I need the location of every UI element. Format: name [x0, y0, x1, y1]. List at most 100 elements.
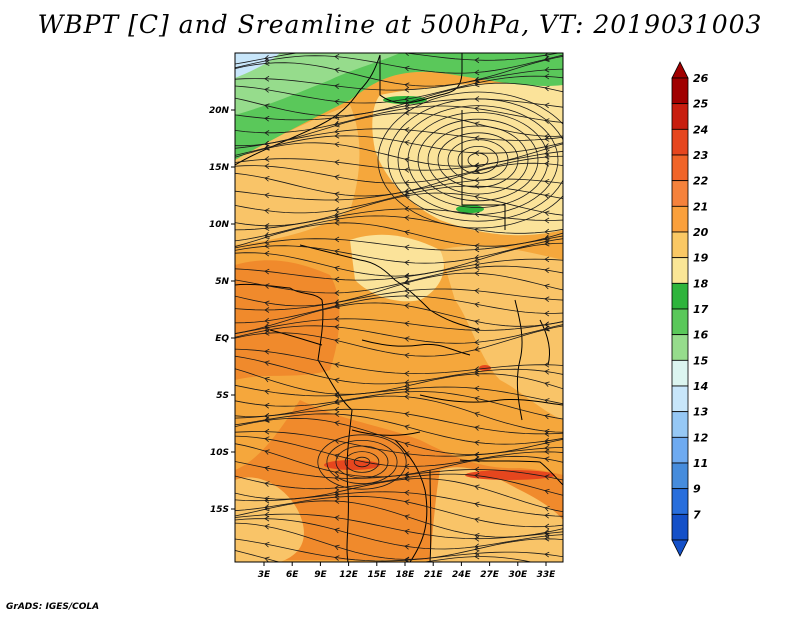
streamline-arrow: [264, 130, 270, 136]
colorbar-segment: [671, 231, 689, 259]
streamline-arrow: [334, 219, 340, 226]
anticyclone-contour: [377, 91, 563, 229]
streamline-arrow: [334, 420, 340, 426]
vortex-contour: [344, 451, 380, 473]
wbpt-light-east: [440, 245, 563, 420]
streamline-arrow: [404, 393, 410, 400]
streamline-arrow: [334, 128, 340, 135]
streamline-arrow: [334, 67, 340, 74]
anticyclone-contour: [387, 98, 563, 222]
streamline: [235, 395, 563, 433]
streamline-arrow: [264, 324, 270, 331]
streamline-arrow: [544, 240, 550, 247]
colorbar-label: 15: [693, 354, 709, 367]
streamline-arrow: [334, 470, 340, 476]
latitude-axis: 20N 15N 10N 5N EQ 5S 10S 15S: [209, 106, 235, 515]
streamline: [235, 522, 563, 560]
streamline-arrow: [404, 544, 410, 550]
colorbar-label: 25: [693, 98, 709, 111]
streamline-arrow: [544, 523, 550, 530]
streamline: [235, 513, 563, 540]
streamline: [235, 238, 563, 264]
streamline-arrow: [264, 250, 270, 257]
colorbar-segment: [671, 128, 689, 156]
colorbar-segment: [671, 77, 689, 105]
colorbar-label: 20: [693, 226, 709, 239]
streamline-arrow: [334, 236, 340, 243]
streamline-arrow: [334, 248, 340, 255]
streamline-arrow: [264, 497, 270, 504]
streamline-arrow: [334, 324, 340, 330]
lat-tick-label: 20N: [209, 106, 230, 116]
anticyclone-contour: [427, 125, 529, 195]
colorbar-label: 26: [693, 72, 709, 85]
streamline-arrow: [264, 511, 270, 518]
streamline-arrow: [264, 327, 270, 333]
streamline: [235, 53, 561, 65]
streamline-arrow: [474, 261, 480, 267]
streamline: [235, 348, 563, 375]
colorbar-segment: [671, 334, 689, 361]
streamline-arrow: [404, 273, 410, 280]
streamline-arrow: [334, 391, 340, 398]
map-frame: [234, 52, 564, 563]
lat-tick-label: 15N: [209, 163, 230, 173]
streamline-arrow: [404, 272, 410, 279]
streamline-arrow: [544, 310, 550, 317]
streamline-arrow: [334, 114, 340, 121]
streamline-arrow: [474, 301, 480, 308]
streamline-arrow: [474, 543, 480, 550]
streamline-arrow: [264, 481, 270, 487]
streamline-arrow: [474, 81, 480, 88]
streamline-arrow: [404, 475, 410, 482]
streamline: [235, 82, 563, 117]
streamline-arrow: [334, 377, 340, 384]
colorbar-label: 16: [693, 329, 709, 342]
streamline-arrow: [404, 259, 410, 266]
streamline-arrow: [474, 167, 480, 173]
streamline-arrow: [264, 283, 270, 289]
streamline-arrow: [264, 376, 270, 383]
streamline-arrow: [544, 428, 550, 435]
streamline-arrow: [474, 327, 480, 334]
streamline-arrow: [474, 385, 480, 392]
streamline-arrow: [474, 246, 480, 253]
streamline-arrow: [264, 556, 270, 562]
streamline-arrow: [264, 75, 270, 82]
streamline-arrow: [544, 267, 550, 274]
chart-title: WBPT [C] and Sreamline at 500hPa, VT: 20…: [37, 10, 763, 39]
streamline: [235, 368, 563, 395]
streamline: [235, 355, 563, 385]
streamline-arrow: [474, 484, 480, 490]
colorbar-segment: [671, 257, 689, 284]
streamline: [235, 538, 563, 562]
lon-tick-label: 18E: [396, 570, 416, 580]
streamline-arrow: [544, 325, 550, 331]
streamline-arrow: [404, 528, 410, 535]
streamline-arrow: [264, 87, 270, 93]
streamline: [235, 75, 563, 104]
streamline: [235, 215, 563, 242]
lon-tick-label: 9E: [314, 570, 327, 580]
streamline-arrow: [334, 398, 340, 405]
lat-tick-label: 5N: [215, 277, 229, 287]
streamline-arrow: [474, 183, 480, 189]
streamline-arrow: [264, 449, 270, 455]
colorbar-segment: [671, 359, 689, 387]
lon-tick-label: 12E: [339, 570, 359, 580]
lon-tick-label: 24E: [452, 570, 472, 580]
streamline-arrow: [264, 388, 270, 395]
colorbar-label: 21: [693, 200, 708, 213]
streamline: [235, 265, 563, 294]
streamline-arrow: [544, 532, 550, 539]
streamline-arrow: [474, 501, 480, 508]
streamline-arrow: [334, 265, 340, 272]
streamline-arrow: [474, 288, 480, 294]
streamline-arrow: [334, 493, 340, 500]
colorbar-segment: [671, 180, 689, 207]
streamline: [235, 235, 563, 251]
anticyclone-contour: [457, 145, 499, 174]
streamline-arrow: [544, 368, 550, 375]
colorbar-segment: [671, 154, 689, 182]
